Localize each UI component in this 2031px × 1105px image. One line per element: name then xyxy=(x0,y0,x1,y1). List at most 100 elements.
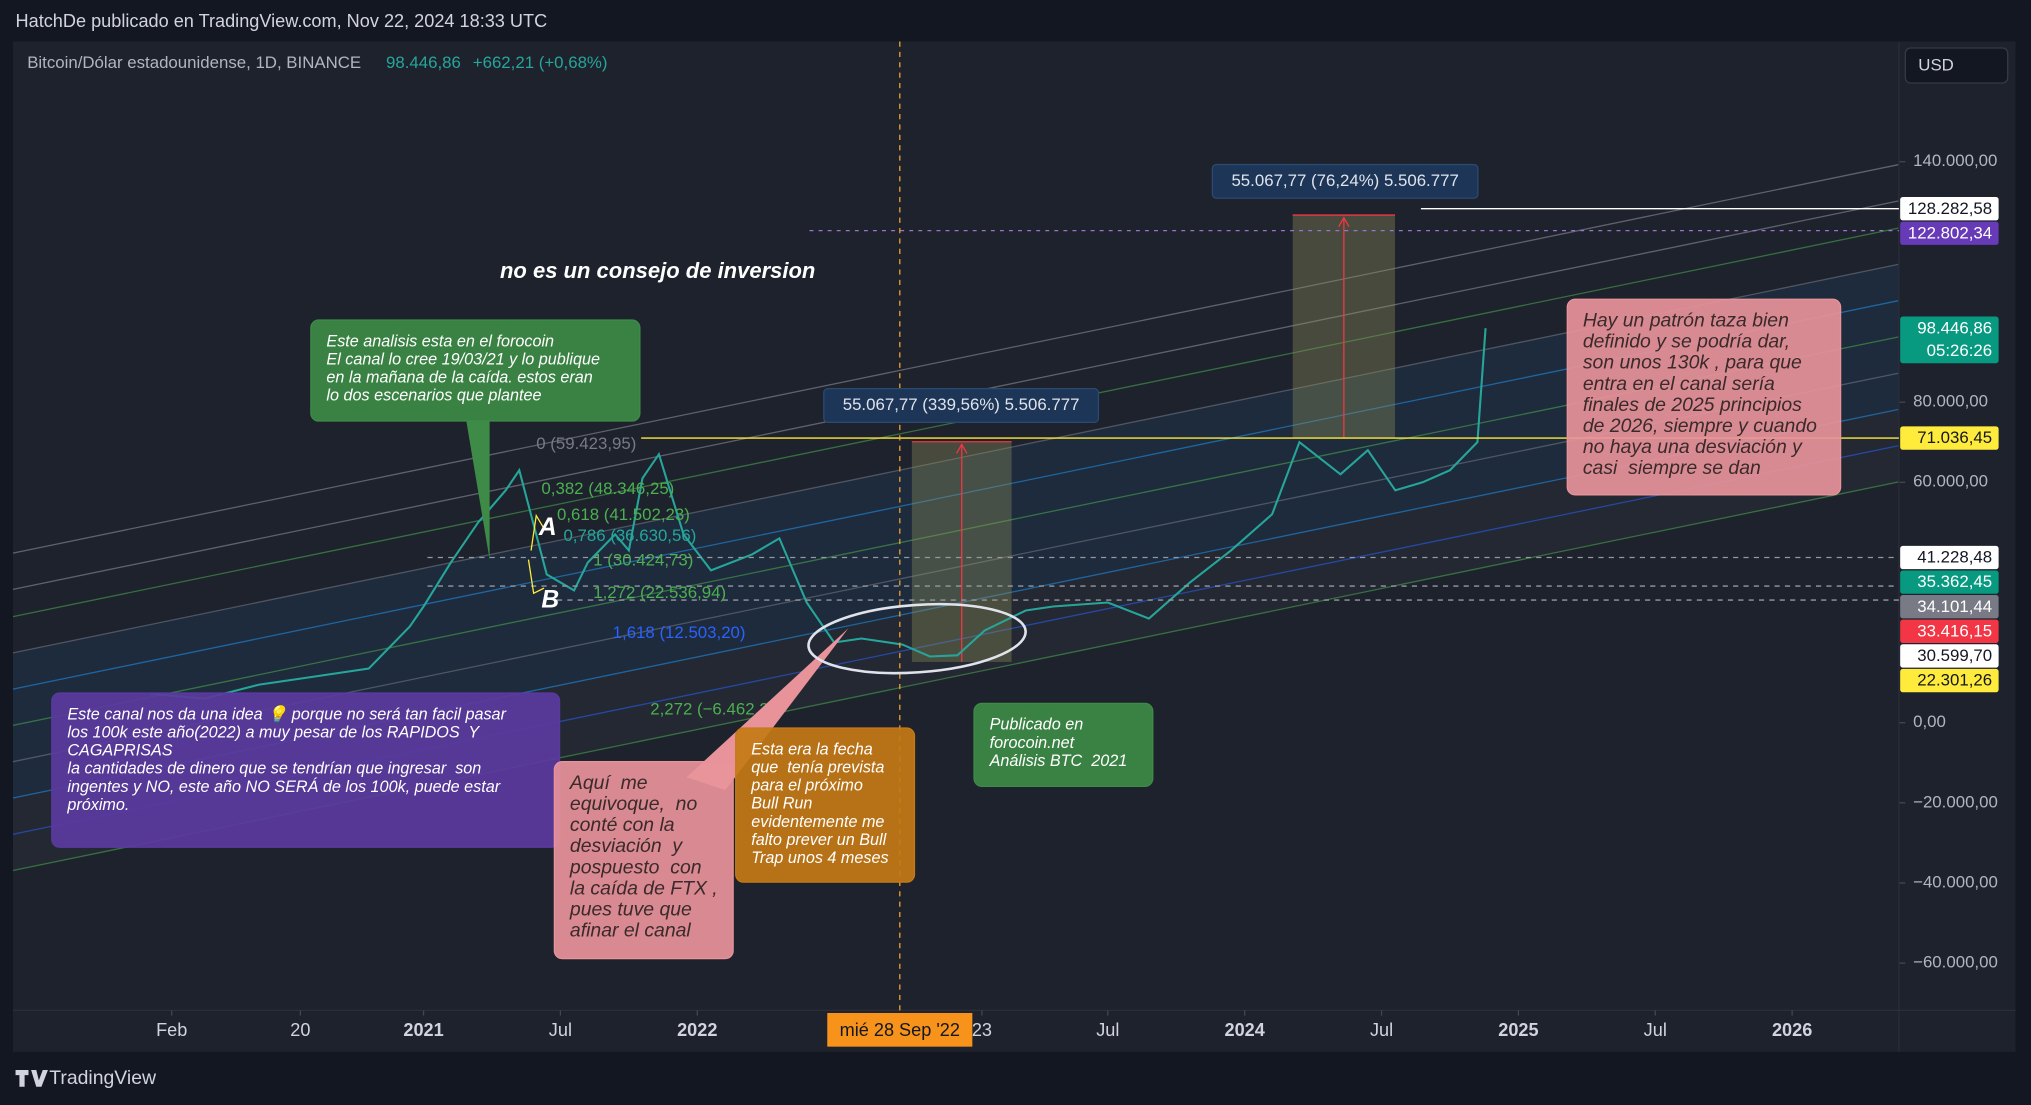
fib-label: 0,618 (41.502,23) xyxy=(557,505,690,524)
note-pointer xyxy=(686,628,849,791)
price-label-box xyxy=(1900,426,1999,450)
x-tick-label: Jul xyxy=(549,1020,572,1040)
x-tick-label: Feb xyxy=(156,1020,187,1040)
fib-label: 1,272 (22.536,94) xyxy=(593,583,726,602)
note-text: lo dos escenarios que plantee xyxy=(326,387,541,405)
note-box xyxy=(735,727,916,883)
x-tick-label: 2021 xyxy=(403,1020,443,1040)
note-text: en la mañana de la caída. estos eran xyxy=(326,369,592,387)
price-label-box xyxy=(1900,545,1999,570)
note-text: de 2026, siempre y cuando xyxy=(1583,415,1817,437)
publish-title: HatchDe publicado en TradingView.com, No… xyxy=(16,11,548,31)
crosshair-label: mié 28 Sep '22 xyxy=(840,1020,960,1040)
note-text: El canal lo cree 19/03/21 y lo publique xyxy=(326,350,600,368)
point-arrow xyxy=(530,513,545,551)
note-text: Aquí me xyxy=(569,772,648,794)
fib-label: 0,382 (48.346,25) xyxy=(541,479,674,498)
fib-label: 2,272 (−6.462,27) xyxy=(650,699,783,718)
note-text: conté con la xyxy=(570,814,675,836)
note-text: afinar el canal xyxy=(570,920,692,942)
price-countdown: 05:26:26 xyxy=(1927,341,1993,360)
measure-arrow-head xyxy=(956,443,968,454)
fib-label: 0,786 (36.630,56) xyxy=(563,526,696,545)
note-text: definido y se podría dar, xyxy=(1583,331,1790,353)
price-change: +662,21 (+0,68%) xyxy=(473,53,608,72)
price-label-box xyxy=(1900,316,1999,364)
note-text: Este analisis esta en el forocoin xyxy=(326,332,554,350)
currency-button[interactable] xyxy=(1904,47,2009,84)
x-tick-label: 2022 xyxy=(677,1020,717,1040)
note-text: Esta era la fecha xyxy=(751,740,872,758)
symbol: Bitcoin/Dólar estadounidense, 1D, BINANC… xyxy=(27,53,361,72)
point-arrow xyxy=(527,559,545,595)
x-tick-label: Jul xyxy=(1370,1020,1393,1040)
note-text: no haya una desviación y xyxy=(1583,436,1803,458)
price-label: 128.282,58 xyxy=(1908,199,1992,218)
x-tick-label: 2026 xyxy=(1772,1020,1812,1040)
brand-logo xyxy=(15,1069,48,1087)
note-text: CAGAPRISAS xyxy=(67,742,172,760)
fib-label: 0 (59.423,95) xyxy=(536,434,636,453)
measure-label: 55.067,77 (76,24%) 5.506.777 xyxy=(1231,171,1458,190)
measure-label-box xyxy=(823,387,1100,423)
price-label-box xyxy=(1900,221,1999,245)
note-text: Análisis BTC 2021 xyxy=(989,752,1128,770)
note-text: entra en el canal sería xyxy=(1583,373,1775,395)
note-text: Hay un patrón taza bien xyxy=(1583,309,1789,331)
measure-arrow-head xyxy=(1338,216,1350,228)
price-label-box xyxy=(1900,570,1999,594)
x-tick-label: 2024 xyxy=(1225,1020,1265,1040)
note-text: para el próximo xyxy=(750,777,863,795)
note-text: falto prever un Bull xyxy=(751,831,886,849)
price-label: 35.362,45 xyxy=(1917,572,1992,591)
price-label: 41.228,48 xyxy=(1917,548,1992,567)
note-text: la caída de FTX , xyxy=(570,877,718,899)
note-text: Este canal nos da una idea 💡 porque no s… xyxy=(67,704,506,723)
x-tick-label: 2025 xyxy=(1498,1020,1538,1040)
price-label-box xyxy=(1900,619,1999,643)
point-label: B xyxy=(541,587,559,614)
currency[interactable]: USD xyxy=(1918,56,1954,75)
note-text: próximo. xyxy=(66,796,129,814)
y-tick-label: 0,00 xyxy=(1913,712,1946,731)
x-tick-label: Jul xyxy=(1096,1020,1119,1040)
note-text: pospuesto con xyxy=(569,856,702,878)
note-text: Bull Run xyxy=(751,795,812,813)
note-text: evidentemente me xyxy=(751,813,884,831)
note-text: que tenía prevista xyxy=(751,758,884,776)
y-tick-label: 80.000,00 xyxy=(1913,392,1988,411)
measure-label-box xyxy=(1211,163,1479,199)
x-tick-label: 20 xyxy=(290,1020,310,1040)
price-label-box xyxy=(1900,668,1999,693)
last-price: 98.446,86 xyxy=(386,53,461,72)
note-box xyxy=(553,761,734,960)
fib-label: 1,618 (12.503,20) xyxy=(613,623,746,642)
disclaimer: no es un consejo de inversion xyxy=(500,258,815,283)
measure-label: 55.067,77 (339,56%) 5.506.777 xyxy=(843,395,1080,414)
price-label-box xyxy=(1900,197,1999,221)
x-tick-label: Jul xyxy=(1644,1020,1667,1040)
note-text: la cantidades de dinero que se tendrían … xyxy=(67,760,481,778)
note-text: casi siempre se dan xyxy=(1583,457,1761,479)
note-text: Trap unos 4 meses xyxy=(751,849,888,867)
price-label: 122.802,34 xyxy=(1908,223,1992,242)
channel-line xyxy=(12,163,1900,554)
y-tick-label: −20.000,00 xyxy=(1913,792,1998,811)
plot: −60.000,00 −40.000,00 −20.000,00 0,00 60.000… xyxy=(12,41,2016,1052)
price-label: 22.301,26 xyxy=(1917,671,1992,690)
highlight-ellipse xyxy=(807,602,1027,675)
note-text: finales de 2025 principios xyxy=(1583,394,1802,416)
note-text: pues tuve que xyxy=(569,899,692,921)
y-tick-label: −40.000,00 xyxy=(1913,872,1998,891)
point-label: A xyxy=(538,514,557,541)
price-label: 98.446,86 xyxy=(1917,318,1992,337)
note-box xyxy=(973,702,1154,787)
price-label: 33.416,15 xyxy=(1917,621,1992,640)
note-text: ingentes y NO, este año NO SERÁ de los 1… xyxy=(67,777,500,796)
y-tick-label: −60.000,00 xyxy=(1913,953,1998,972)
note-text: los 100k este año(2022) a muy pesar de l… xyxy=(67,723,480,741)
price-label: 34.101,44 xyxy=(1917,597,1992,616)
note-box xyxy=(1566,298,1842,496)
y-tick-label: 60.000,00 xyxy=(1913,472,1988,491)
